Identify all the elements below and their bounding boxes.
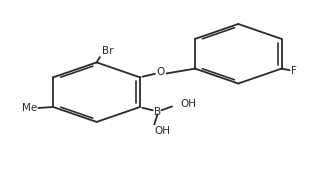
Text: Me: Me (22, 103, 38, 113)
Text: OH: OH (180, 99, 196, 109)
Text: O: O (156, 67, 165, 78)
Text: F: F (291, 65, 297, 76)
Text: OH: OH (154, 126, 170, 136)
Text: Br: Br (101, 46, 113, 56)
Text: B: B (154, 107, 161, 117)
